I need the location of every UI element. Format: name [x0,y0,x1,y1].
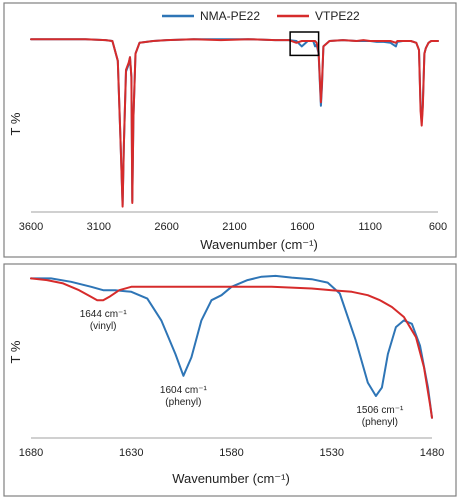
panel-top-frame [3,2,457,258]
x-axis-title-top: Wavenumber (cm⁻¹) [200,237,318,252]
x-tick-labels-top: 3600 3100 2600 2100 1600 1100 600 [19,221,447,233]
x-tick-label-3600: 3600 [19,221,43,233]
series-line-2 [30,277,433,419]
series-line-2 [30,38,439,208]
legend-label-series-1: NMA-PE22 [200,9,260,23]
chart-panel-top: NMA-PE22 VTPE22 T % 3600 3100 2600 2100 1600… [3,2,457,258]
peak-sublabel-1: (vinyl) [90,321,117,332]
series-line-1 [30,274,433,419]
legend: NMA-PE22 VTPE22 [162,9,360,23]
series-group-top [30,38,439,208]
x-tick-label-1530: 1530 [320,447,344,459]
legend-label-series-2: VTPE22 [315,9,360,23]
peak-label-1: 1644 cm⁻¹ [80,309,128,320]
series-group-bottom [30,274,433,419]
y-axis-title-bottom: T % [8,340,23,363]
x-tick-label-1680: 1680 [19,447,43,459]
peak-sublabel-3: (phenyl) [362,417,398,428]
highlight-box-group [289,31,320,57]
x-tick-label-2100: 2100 [222,221,246,233]
x-tick-label-3100: 3100 [87,221,111,233]
x-tick-label-2600: 2600 [154,221,178,233]
x-axis-title-bottom: Wavenumber (cm⁻¹) [172,471,290,486]
x-tick-label-600: 600 [429,221,447,233]
peak-label-2: 1604 cm⁻¹ [160,385,208,396]
y-axis-title-top: T % [8,112,23,135]
x-tick-label-1600: 1600 [290,221,314,233]
peak-sublabel-2: (phenyl) [165,397,201,408]
x-tick-label-1100: 1100 [358,221,382,233]
highlight-box [289,31,320,57]
x-tick-label-1630: 1630 [119,447,143,459]
panel-bottom-frame [3,263,457,497]
peak-annotations: 1644 cm⁻¹(vinyl)1604 cm⁻¹(phenyl)1506 cm… [80,309,404,428]
x-tick-label-1580: 1580 [219,447,243,459]
chart-panel-bottom: T % 1680 1630 1580 1530 1480 1644 cm⁻¹(vinyl… [3,263,457,497]
peak-label-3: 1506 cm⁻¹ [356,405,404,416]
x-tick-label-1480: 1480 [420,447,444,459]
x-tick-labels-bottom: 1680 1630 1580 1530 1480 [19,447,444,459]
